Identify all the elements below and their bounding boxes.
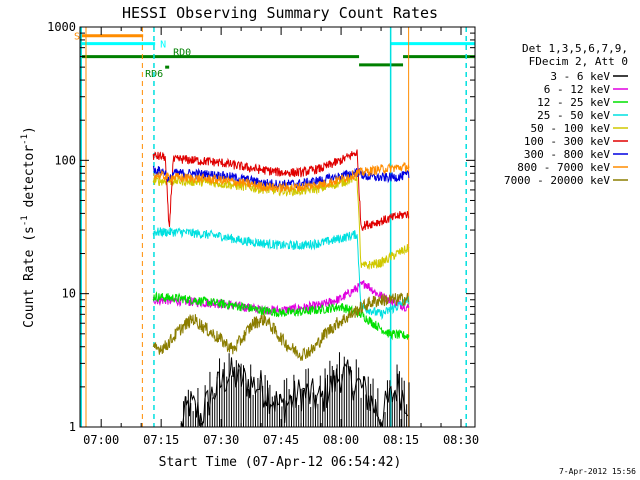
legend-entry-label: 6 - 12 keV [544,83,611,96]
series-line [152,172,410,270]
series-line [152,292,410,361]
y-axis-label-part: detector [22,145,37,216]
series-line [152,149,410,232]
flag-label: N [160,40,166,51]
legend-entry-label: 25 - 50 keV [537,109,610,122]
legend-header-1: Det 1,3,5,6,7,9, [522,42,628,55]
legend-entry-label: 3 - 6 keV [550,70,610,83]
y-axis-label-sup: -1 [20,215,30,226]
legend-entry-label: 300 - 800 keV [524,148,610,161]
chart-title: HESSI Observing Summary Count Rates [122,4,438,22]
x-axis: 07:00 07:15 07:30 07:45 08:00 08:15 08:30 [83,27,479,447]
series-line [152,291,410,341]
legend-entry-label: 7000 - 20000 keV [504,174,610,187]
y-axis-label-sup: -1 [20,134,30,145]
x-tick-label: 07:30 [203,433,239,447]
legend-entry-label: 100 - 300 keV [524,135,610,148]
series-lines [152,149,410,428]
plot-frame [79,26,476,428]
y-axis: 1 10 100 1000 [47,20,475,434]
x-tick-label: 08:30 [443,433,479,447]
y-tick-label: 1000 [47,20,76,34]
x-tick-label: 08:00 [323,433,359,447]
timestamp: 7-Apr-2012 15:56 [559,467,636,476]
y-axis-label: Count Rate (s-1 detector-1) [20,126,37,328]
series-line [180,357,409,428]
y-tick-label: 100 [54,153,76,167]
flag-lines: SNRD0RD6 [74,32,475,80]
y-tick-label: 10 [62,287,76,301]
period-lines [80,27,467,427]
x-tick-label: 07:00 [83,433,119,447]
legend-header-2: FDecim 2, Att 0 [529,55,628,68]
x-tick-label: 07:45 [263,433,299,447]
legend: Det 1,3,5,6,7,9, FDecim 2, Att 0 3 - 6 k… [504,42,628,187]
y-axis-label-part: ) [22,126,37,134]
flag-label: S [74,32,80,43]
flag-label: RD0 [173,48,191,59]
x-tick-label: 07:15 [143,433,179,447]
legend-entry-label: 800 - 7000 keV [517,161,610,174]
legend-entry-label: 12 - 25 keV [537,96,610,109]
series-line [153,161,410,194]
x-axis-label: Start Time (07-Apr-12 06:54:42) [159,455,402,470]
series-line [152,227,410,321]
y-tick-label: 1 [69,420,76,434]
y-axis-label-part: Count Rate (s [22,226,37,328]
legend-entry-label: 50 - 100 keV [531,122,611,135]
x-tick-label: 08:15 [383,433,419,447]
